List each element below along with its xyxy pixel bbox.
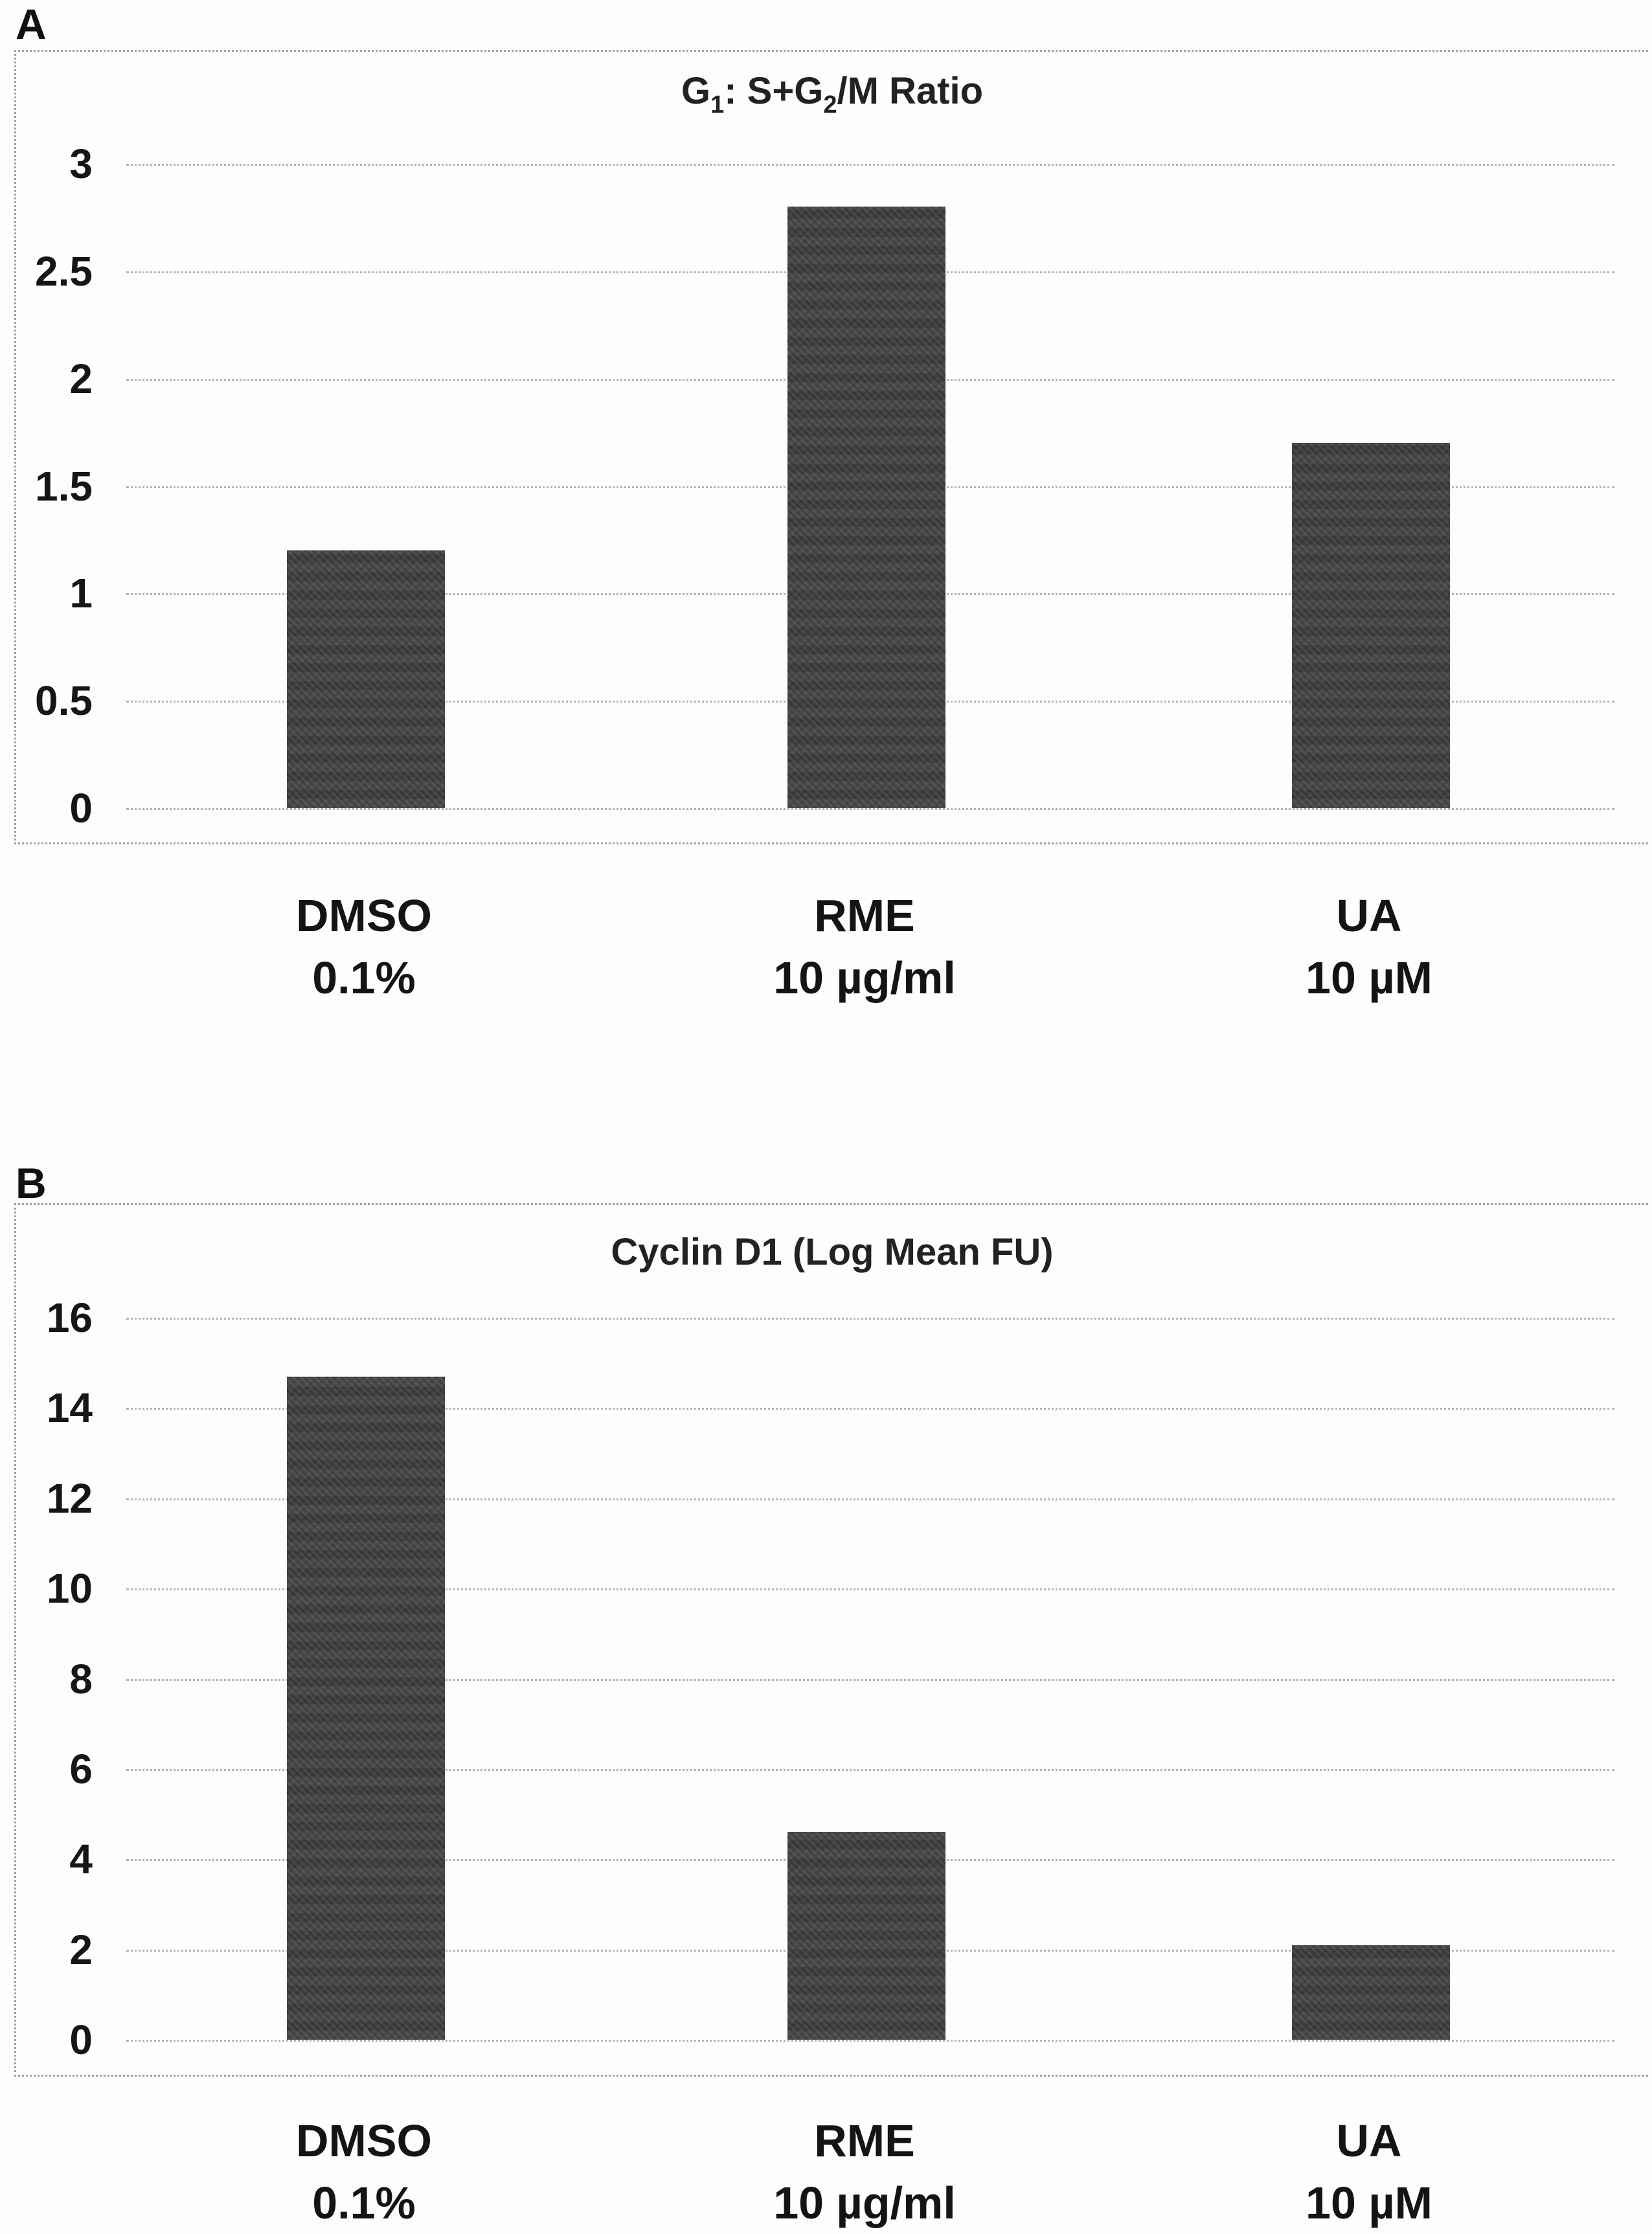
y-axis-tick-label: 2.5 [35,247,93,295]
bar-rme [787,1832,945,2040]
y-axis-tick-label: 6 [69,1745,93,1792]
y-axis-tick-label: 12 [46,1474,93,1522]
panel-b-chart-frame: Cyclin D1 (Log Mean FU) 16 14 12 10 8 6 4 2 0 [14,1203,1648,2077]
bar-dmso [287,550,445,808]
x-label-line2: 10 µM [1306,2178,1432,2228]
panel-a-chart-frame: G1: S+G2/M Ratio 3 2.5 2 1.5 1 0.5 0 [14,50,1648,844]
title-subscript: 1 [710,91,725,118]
gridline-y-6 [126,1768,1614,1771]
title-segment: : S+G [724,70,824,112]
x-axis-label-ua: UA 10 µM [1306,885,1432,1009]
gridline-y-10 [126,1588,1614,1591]
title-segment: /M Ratio [837,70,984,112]
y-axis-tick-label: 0 [69,785,93,831]
x-axis-label-ua: UA 10 µM [1306,2110,1432,2234]
bar-ua [1292,443,1450,808]
x-label-line1: UA [1336,2116,1402,2166]
x-label-line2: 0.1% [312,2178,416,2228]
y-axis-tick-label: 10 [46,1565,93,1612]
title-segment: Cyclin D1 (Log Mean FU) [611,1231,1054,1273]
y-axis-tick-label: 16 [46,1294,93,1341]
panel-b-title: Cyclin D1 (Log Mean FU) [16,1231,1648,1274]
x-label-line2: 10 µg/ml [773,953,956,1003]
x-label-line1: RME [814,890,915,941]
panel-b-plot: 16 14 12 10 8 6 4 2 0 [16,1205,1648,2075]
panel-a-title: G1: S+G2/M Ratio [16,70,1648,118]
x-label-line1: DMSO [296,890,432,941]
gridline-y-16 [126,1318,1614,1320]
y-axis-tick-label: 2 [69,1926,93,1973]
bar-rme [787,207,945,808]
y-axis-tick-label: 0 [69,2016,93,2063]
title-segment: G [681,70,711,112]
bar-ua [1292,1945,1450,2040]
title-subscript: 2 [823,91,837,118]
gridline-y-0 [126,808,1614,810]
panel-a-label: A [16,0,47,48]
bar-dmso [287,1376,445,2040]
y-axis-tick-label: 1 [69,570,93,617]
gridline-y-14 [126,1408,1614,1410]
y-axis-tick-label: 1.5 [35,462,93,510]
x-label-line1: RME [814,2116,915,2166]
gridline-y-8 [126,1678,1614,1681]
y-axis-tick-label: 2 [69,355,93,402]
x-label-line2: 10 µM [1306,953,1432,1003]
panel-a-plot: 3 2.5 2 1.5 1 0.5 0 [16,52,1648,842]
y-axis-tick-label: 3 [69,141,93,187]
y-axis-tick-label: 0.5 [35,677,93,725]
x-axis-label-rme: RME 10 µg/ml [773,885,956,1009]
x-axis-label-dmso: DMSO 0.1% [296,885,432,1009]
gridline-y-3 [126,164,1614,166]
panel-b-label: B [16,1159,47,1207]
x-axis-label-dmso: DMSO 0.1% [296,2110,432,2234]
y-axis-tick-label: 4 [69,1836,93,1883]
gridline-y-0 [126,2040,1614,2042]
x-label-line2: 0.1% [312,953,416,1003]
gridline-y-12 [126,1498,1614,1500]
x-label-line1: UA [1336,890,1402,941]
x-axis-label-rme: RME 10 µg/ml [773,2110,956,2234]
y-axis-tick-label: 8 [69,1655,93,1702]
x-label-line1: DMSO [296,2116,432,2166]
y-axis-tick-label: 14 [46,1384,93,1432]
x-label-line2: 10 µg/ml [773,2178,956,2228]
